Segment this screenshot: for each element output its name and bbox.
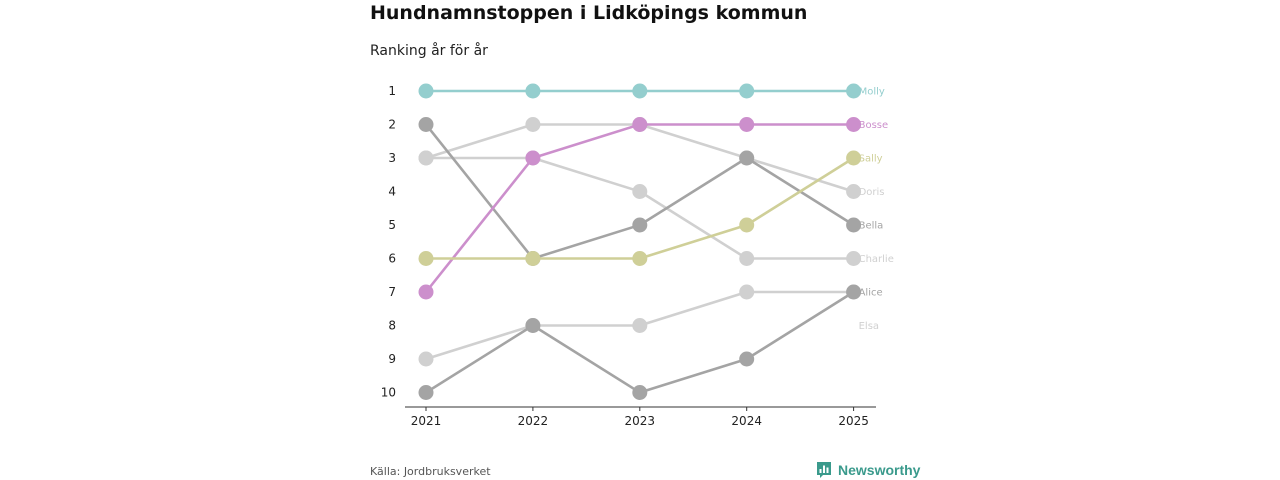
source-note: Källa: Jordbruksverket <box>370 465 491 478</box>
data-point[interactable] <box>846 150 862 166</box>
series-sally <box>418 150 862 266</box>
x-tick-label: 2021 <box>411 414 442 428</box>
data-point[interactable] <box>525 251 541 266</box>
y-tick-label: 2 <box>388 118 396 132</box>
data-point[interactable] <box>739 83 755 99</box>
x-axis: 2021 2022 2023 2024 2025 <box>411 407 869 428</box>
series-label-bosse: Bosse <box>859 120 889 131</box>
data-point[interactable] <box>632 217 648 233</box>
data-point[interactable] <box>418 385 434 400</box>
data-point[interactable] <box>632 184 648 199</box>
brand-logo[interactable]: Newsworthy <box>816 461 920 479</box>
data-point[interactable] <box>418 251 434 266</box>
series-label-bella: Bella <box>859 221 884 232</box>
data-point[interactable] <box>632 83 648 99</box>
data-point[interactable] <box>739 150 755 166</box>
chart-title: Hundnamnstoppen i Lidköpings kommun <box>370 2 808 24</box>
data-point[interactable] <box>632 385 648 400</box>
series-layer <box>418 83 862 400</box>
x-tick-label: 2022 <box>518 414 549 428</box>
series-line-sally <box>426 156 855 260</box>
data-point[interactable] <box>739 117 755 132</box>
data-point[interactable] <box>525 117 541 132</box>
data-point[interactable] <box>418 284 434 300</box>
data-point[interactable] <box>739 251 755 266</box>
series-labels: Doris Charlie Elsa Bella Alice Molly Bosse Sall… <box>859 87 894 333</box>
series-label-sally: Sally <box>859 154 883 165</box>
series-line-doris <box>426 156 854 260</box>
y-tick-label: 5 <box>388 218 396 232</box>
x-tick-label: 2025 <box>838 414 869 428</box>
data-point[interactable] <box>739 217 755 233</box>
series-label-alice: Alice <box>859 288 883 299</box>
series-label-doris: Doris <box>859 187 885 198</box>
data-point[interactable] <box>846 83 862 99</box>
data-point[interactable] <box>525 83 541 99</box>
y-tick-label: 7 <box>388 285 396 299</box>
data-point[interactable] <box>632 117 648 132</box>
series-bosse <box>418 117 862 300</box>
data-point[interactable] <box>418 83 434 99</box>
series-alice <box>418 284 862 400</box>
data-point[interactable] <box>418 351 434 367</box>
data-point[interactable] <box>632 318 648 333</box>
data-point[interactable] <box>739 351 755 367</box>
series-label-elsa: Elsa <box>859 321 879 332</box>
data-point[interactable] <box>846 117 862 132</box>
data-point[interactable] <box>846 217 862 233</box>
data-point[interactable] <box>525 318 541 333</box>
x-tick-label: 2024 <box>731 414 762 428</box>
data-point[interactable] <box>525 150 541 166</box>
data-point[interactable] <box>632 251 648 266</box>
y-tick-label: 10 <box>381 386 396 400</box>
series-molly <box>418 83 862 99</box>
data-point[interactable] <box>846 284 862 300</box>
data-point[interactable] <box>418 150 434 166</box>
series-line-alice <box>425 290 855 394</box>
bump-chart: 1 2 3 4 5 6 7 8 9 10 2021 2022 2023 2024 2025 Doris Ch… <box>381 83 894 428</box>
brand-name: Newsworthy <box>838 462 921 478</box>
y-axis: 1 2 3 4 5 6 7 8 9 10 <box>381 84 396 400</box>
y-tick-label: 8 <box>388 319 396 333</box>
data-point[interactable] <box>846 184 862 199</box>
data-point[interactable] <box>846 251 862 266</box>
x-tick-label: 2023 <box>625 414 656 428</box>
series-doris <box>418 150 862 266</box>
chart-subtitle: Ranking år för år <box>370 43 488 59</box>
bar-chart-icon <box>817 462 831 478</box>
y-tick-label: 4 <box>388 185 396 199</box>
y-tick-label: 9 <box>388 352 396 366</box>
series-line-bosse <box>424 123 854 293</box>
y-tick-label: 3 <box>388 151 396 165</box>
data-point[interactable] <box>418 117 434 132</box>
y-tick-label: 6 <box>388 252 396 266</box>
y-tick-label: 1 <box>388 84 396 98</box>
data-point[interactable] <box>739 284 755 300</box>
series-label-molly: Molly <box>859 87 885 98</box>
series-label-charlie: Charlie <box>859 254 894 265</box>
